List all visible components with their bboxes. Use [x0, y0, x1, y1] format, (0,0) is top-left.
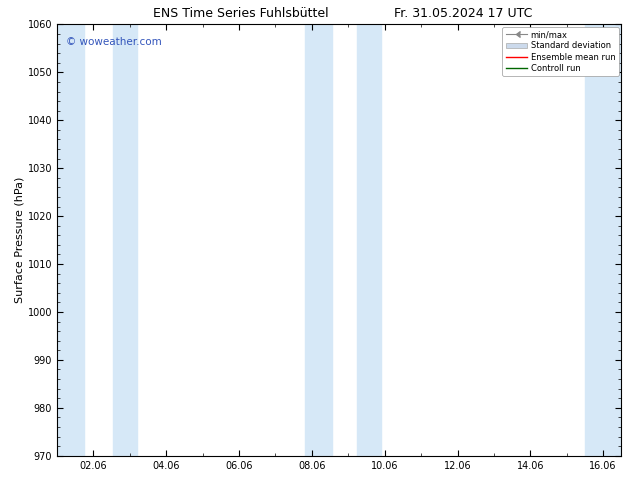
Bar — [358, 24, 381, 456]
Text: Fr. 31.05.2024 17 UTC: Fr. 31.05.2024 17 UTC — [394, 7, 532, 21]
Bar — [113, 24, 137, 456]
Y-axis label: Surface Pressure (hPa): Surface Pressure (hPa) — [15, 177, 25, 303]
Legend: min/max, Standard deviation, Ensemble mean run, Controll run: min/max, Standard deviation, Ensemble me… — [502, 27, 619, 76]
Text: © woweather.com: © woweather.com — [65, 37, 161, 48]
Bar — [57, 24, 84, 456]
Text: ENS Time Series Fuhlsbüttel: ENS Time Series Fuhlsbüttel — [153, 7, 329, 21]
Bar — [585, 24, 621, 456]
Bar — [304, 24, 332, 456]
